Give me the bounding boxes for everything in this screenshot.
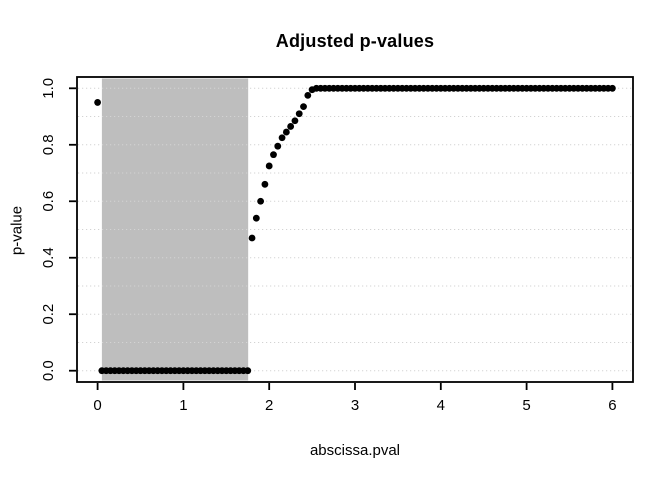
y-tick-label: 0.2 [40,304,57,325]
x-axis-label: abscissa.pval [309,442,401,459]
x-tick-label: 0 [93,397,101,414]
data-point [270,151,277,159]
y-tick-label: 0.6 [40,191,57,212]
data-point [248,234,256,242]
x-tick-label: 2 [265,397,273,414]
data-point [252,214,260,222]
y-tick-label: 0.0 [40,360,57,381]
data-point [257,197,265,205]
data-point [274,142,282,150]
x-axis-ticks: 0 1 2 3 4 5 6 [93,383,617,414]
data-point [94,99,101,106]
data-point [282,128,290,136]
data-point [265,162,273,170]
data-point [300,103,307,111]
x-tick-label: 1 [179,397,187,414]
y-axis-label: p-value [8,205,26,256]
x-tick-label: 6 [608,397,616,414]
y-tick-label: 0.8 [40,134,57,155]
data-point [278,134,286,142]
data-points [94,84,616,375]
x-tick-label: 4 [437,397,445,414]
y-tick-label: 0.4 [40,247,57,268]
data-point [295,110,303,118]
plot-border [76,76,634,383]
data-point [287,123,295,130]
data-point [291,117,299,125]
data-point [261,180,269,188]
y-tick-label: 1.0 [40,78,57,99]
y-axis-ticks: 0.0 0.2 0.4 0.6 0.8 1.0 [40,78,76,381]
chart-title: Adjusted p-values [275,31,435,51]
data-point [304,91,312,99]
data-point [609,84,616,92]
x-tick-label: 5 [522,397,530,414]
data-point [244,367,252,375]
x-tick-label: 3 [351,397,359,414]
